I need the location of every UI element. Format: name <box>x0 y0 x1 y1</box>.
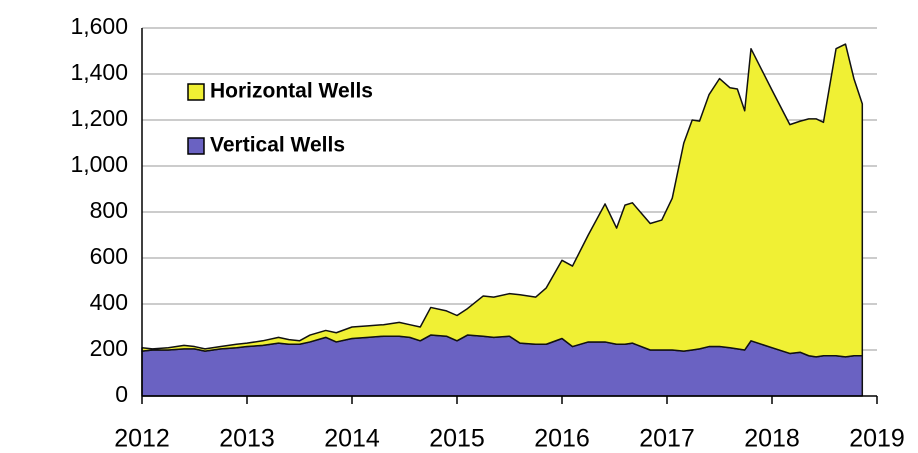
y-tick-label: 1,000 <box>70 151 128 177</box>
y-tick-label: 1,400 <box>70 59 128 85</box>
area <box>141 43 864 358</box>
y-tick-label: 1,600 <box>70 13 128 39</box>
x-tick-label: 2016 <box>534 425 590 453</box>
y-tick-label: 1,200 <box>70 105 128 131</box>
legend-swatch <box>187 137 205 155</box>
x-tick-label: 2018 <box>744 425 800 453</box>
x-tick-label: 2017 <box>639 425 695 453</box>
y-tick-label: 600 <box>90 243 128 269</box>
legend-swatch <box>187 83 205 101</box>
x-tick-label: 2014 <box>324 425 380 453</box>
y-tick-label: 400 <box>90 289 128 315</box>
x-tick-label: 2013 <box>219 425 275 453</box>
x-tick-label: 2015 <box>429 425 485 453</box>
y-tick-label: 800 <box>90 197 128 223</box>
y-tick-label: 200 <box>90 335 128 361</box>
legend-label: Vertical Wells <box>210 134 345 157</box>
x-tick-label: 2019 <box>849 425 905 453</box>
x-tick-label: 2012 <box>114 425 170 453</box>
y-tick-label: 0 <box>115 381 128 407</box>
legend-label: Horizontal Wells <box>210 80 373 103</box>
